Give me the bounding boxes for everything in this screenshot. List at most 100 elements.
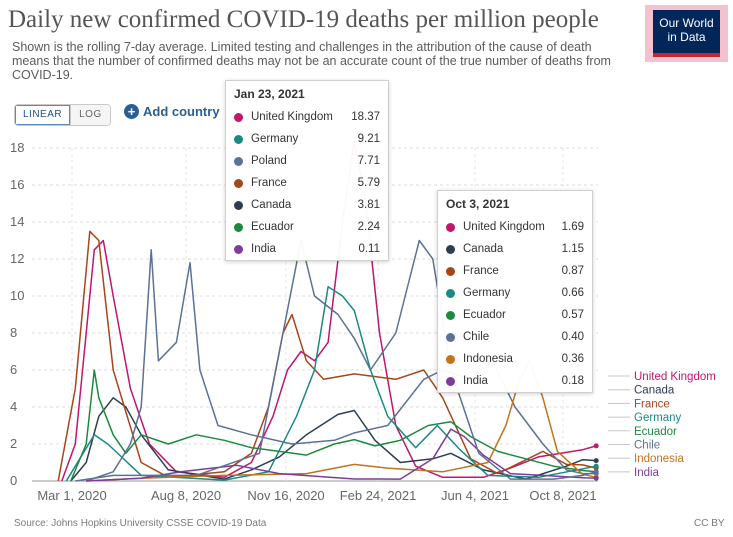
legend-label[interactable]: Canada <box>634 385 675 397</box>
tooltip-date: Jan 23, 2021 <box>234 87 305 101</box>
series-line-chile <box>85 249 597 482</box>
chart-subtitle: Shown is the rolling 7-day average. Limi… <box>12 40 611 82</box>
tooltip-date: Oct 3, 2021 <box>446 197 510 211</box>
series-dot-icon <box>446 222 455 232</box>
x-tick-label: Oct 8, 2021 <box>529 488 596 503</box>
tooltip-series-value: 18.37 <box>351 111 380 123</box>
y-tick-label: 6 <box>10 362 17 377</box>
series-end-marker <box>593 443 599 449</box>
series-end-marker <box>593 458 599 464</box>
tooltip-series-value: 0.66 <box>561 287 584 299</box>
series-line-united-kingdom <box>61 140 597 482</box>
series-dot-icon <box>234 178 243 188</box>
legend-label[interactable]: Germany <box>634 412 682 424</box>
tooltip-oct-3-2021: Oct 3, 2021 United Kingdom 1.69 Canada 1.15… <box>437 190 593 393</box>
tooltip-row: Germany 9.21 <box>226 128 388 150</box>
series-lines <box>57 140 599 482</box>
series-dot-icon <box>446 266 455 276</box>
x-tick-label: Aug 8, 2020 <box>151 488 221 503</box>
tooltip-series-value: 0.18 <box>561 375 584 387</box>
y-tick-label: 18 <box>10 140 24 155</box>
tooltip-series-value: 0.87 <box>561 265 584 277</box>
legend-label[interactable]: Chile <box>634 440 660 452</box>
tooltip-series-name: Germany <box>251 133 299 145</box>
series-dot-icon <box>446 354 455 364</box>
series-line-poland <box>75 239 597 482</box>
tooltip-row: Indonesia 0.36 <box>438 348 592 370</box>
owid-logo[interactable]: Our World in Data <box>645 5 728 62</box>
series-dot-icon <box>234 244 243 254</box>
tooltip-series-name: Canada <box>251 199 292 211</box>
logo-line-1: Our World <box>659 16 714 30</box>
tooltip-series-value: 1.15 <box>561 243 584 255</box>
tooltip-series-value: 1.69 <box>561 221 584 233</box>
tooltip-row: India 0.18 <box>438 370 592 392</box>
tooltip-row: Ecuador 2.24 <box>226 216 388 238</box>
series-dot-icon <box>446 376 455 386</box>
y-tick-label: 2 <box>10 436 17 451</box>
series-end-marker <box>593 463 599 469</box>
tooltip-series-name: United Kingdom <box>251 111 333 123</box>
tooltip-series-name: Germany <box>463 287 511 299</box>
add-country-button[interactable]: + Add country <box>124 104 220 119</box>
tooltip-series-name: Ecuador <box>463 309 506 321</box>
tooltip-series-name: Chile <box>463 331 490 343</box>
logo-line-2: in Data <box>667 30 706 44</box>
tooltip-jan-23-2021: Jan 23, 2021 United Kingdom 18.37 Germany 9… <box>225 80 389 261</box>
tooltip-series-value: 0.11 <box>358 243 380 255</box>
tooltip-series-name: United Kingdom <box>463 221 545 233</box>
tooltip-series-name: Canada <box>463 243 504 255</box>
x-tick-label: Mar 1, 2020 <box>37 488 106 503</box>
tooltip-series-name: France <box>251 177 287 189</box>
series-dot-icon <box>446 288 455 298</box>
tooltip-series-value: 2.24 <box>357 221 380 233</box>
chart-title: Daily new confirmed COVID-19 deaths per … <box>8 6 599 33</box>
tooltip-series-value: 0.40 <box>561 331 584 343</box>
x-tick-label: Nov 16, 2020 <box>247 488 324 503</box>
x-tick-label: Feb 24, 2021 <box>340 488 417 503</box>
tooltip-series-value: 5.79 <box>357 177 380 189</box>
series-dot-icon <box>234 222 243 232</box>
series-dot-icon <box>234 112 243 122</box>
series-line-ecuador <box>70 369 597 482</box>
tooltip-row: Chile 0.40 <box>438 326 592 348</box>
y-tick-label: 4 <box>10 399 17 414</box>
series-dot-icon <box>446 332 455 342</box>
source-note: Source: Johns Hopkins University CSSE CO… <box>14 518 267 529</box>
y-tick-label: 16 <box>10 177 24 192</box>
tooltip-row: France 5.79 <box>226 172 388 194</box>
tooltip-series-value: 7.71 <box>357 155 380 167</box>
license-note: CC BY <box>694 518 725 529</box>
y-tick-label: 8 <box>10 325 17 340</box>
legend-label[interactable]: India <box>634 467 660 479</box>
legend-label[interactable]: Ecuador <box>634 426 677 438</box>
y-tick-label: 14 <box>10 214 24 229</box>
series-line-indonesia <box>86 360 597 482</box>
tooltip-row: France 0.87 <box>438 260 592 282</box>
legend-label[interactable]: France <box>634 398 670 410</box>
add-country-label: Add country <box>143 104 220 119</box>
tooltip-row: Canada 1.15 <box>438 238 592 260</box>
series-dot-icon <box>234 156 243 166</box>
x-axis-ticks: Mar 1, 2020 Aug 8, 2020 Nov 16, 2020 Feb 24… <box>37 488 596 503</box>
legend-label[interactable]: Indonesia <box>634 453 684 465</box>
plus-icon: + <box>124 104 139 119</box>
x-tick-label: Jun 4, 2021 <box>441 488 509 503</box>
tooltip-row: United Kingdom 18.37 <box>226 106 388 128</box>
series-end-marker <box>593 475 599 481</box>
series-dot-icon <box>234 134 243 144</box>
linear-scale-button[interactable]: LINEAR <box>15 105 72 125</box>
tooltip-row: Poland 7.71 <box>226 150 388 172</box>
tooltip-series-name: Poland <box>251 155 287 167</box>
log-scale-button[interactable]: LOG <box>71 105 110 125</box>
tooltip-row: United Kingdom 1.69 <box>438 216 592 238</box>
y-tick-label: 10 <box>10 288 24 303</box>
legend-label[interactable]: United Kingdom <box>634 371 716 383</box>
tooltip-row: Germany 0.66 <box>438 282 592 304</box>
tooltip-series-name: India <box>251 243 276 255</box>
tooltip-row: India 0.11 <box>226 238 388 260</box>
series-dot-icon <box>446 310 455 320</box>
y-tick-label: 0 <box>10 473 17 488</box>
owid-logo-mark: Our World in Data <box>653 10 720 57</box>
